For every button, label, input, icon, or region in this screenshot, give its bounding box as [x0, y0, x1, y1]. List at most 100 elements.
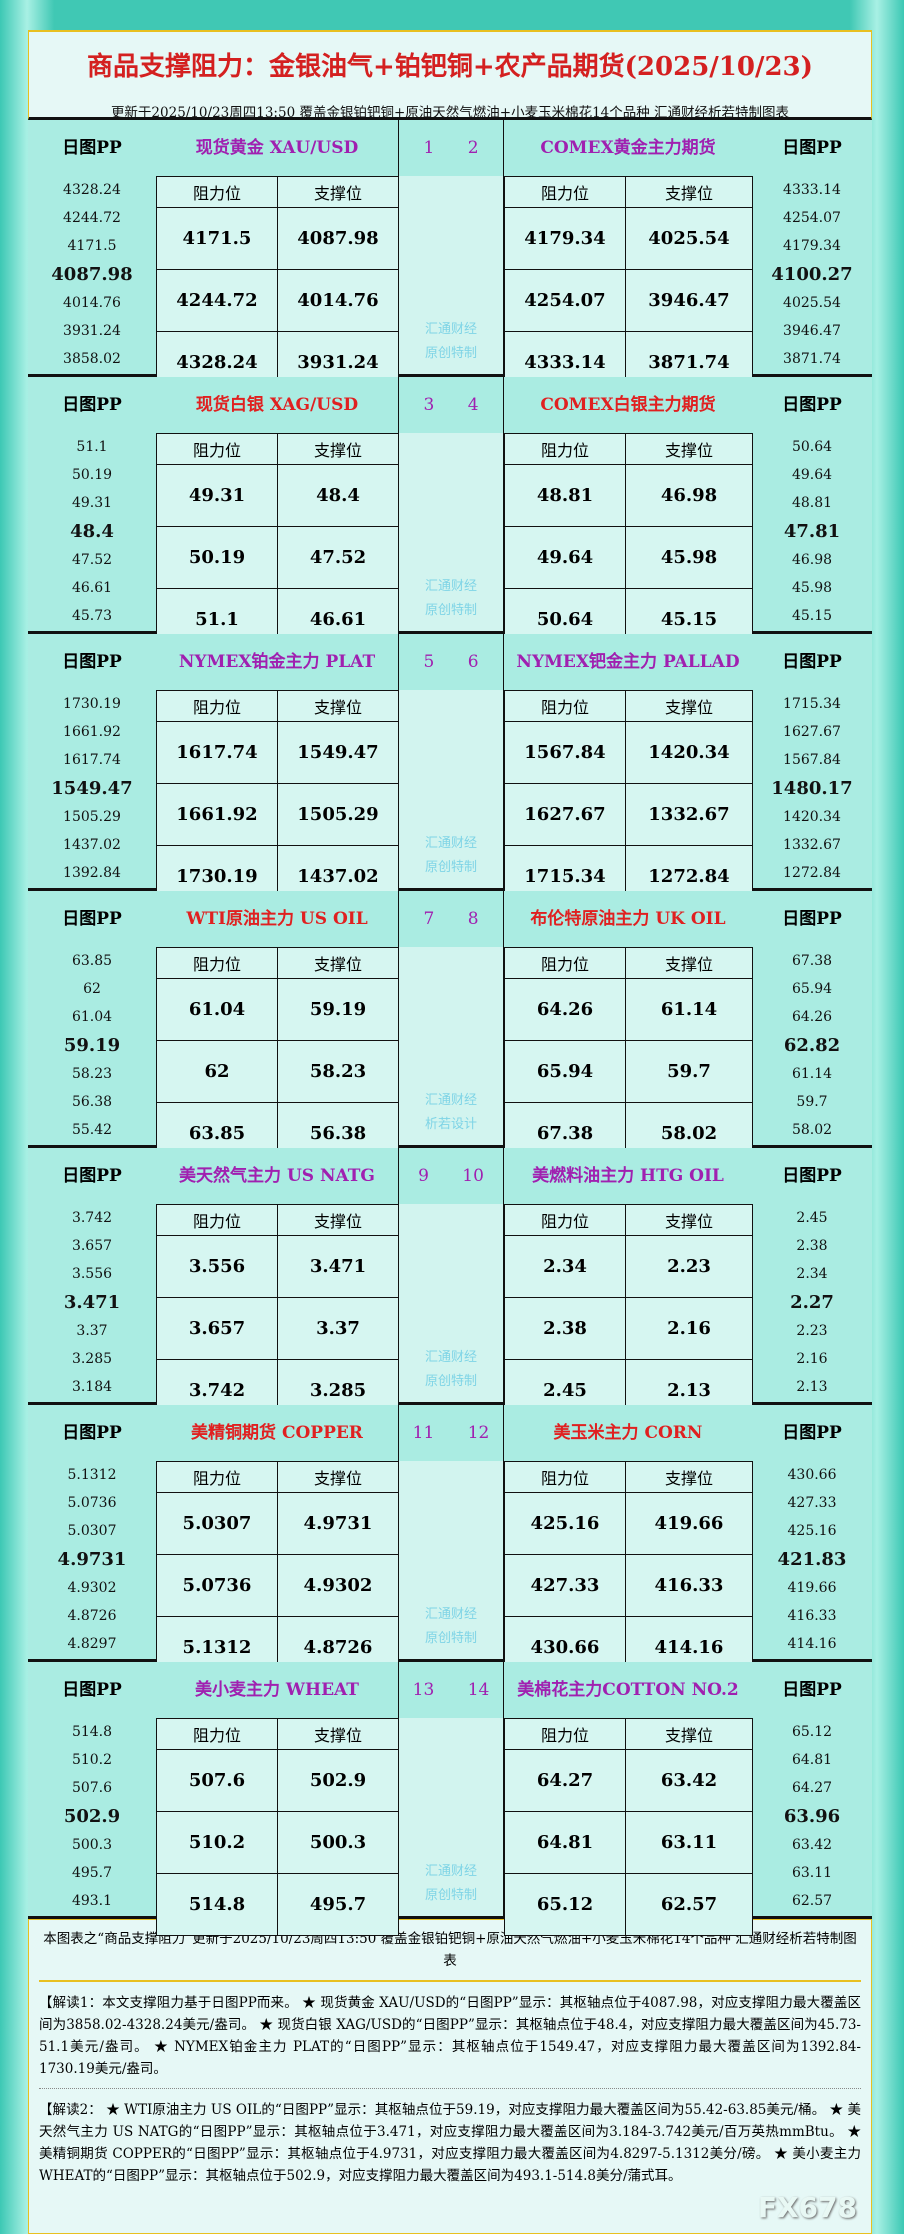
center-column: 汇通财经 析若设计 [398, 947, 504, 1145]
resistance-value: 514.8 [156, 1873, 278, 1936]
pp-level: 61.04 [71, 1009, 113, 1026]
instrument-title-left: 现货黄金 XAU/USD [195, 138, 359, 158]
resistance-header: 阻力位 [156, 947, 278, 979]
resistance-value: 64.27 [504, 1749, 626, 1812]
pp-values-right: 67.38 65.94 64.26 62.82 61.14 59.7 58.02 [752, 947, 872, 1144]
page-subtitle: 更新于2025/10/23周四13:50 覆盖金银铂钯铜+原油天然气燃油+小麦玉… [110, 105, 790, 121]
instrument-title-right: 美燃料油主力 HTG OIL [532, 1166, 724, 1186]
pp-level: 4025.54 [783, 294, 841, 311]
pivot-point: 4.9731 [57, 1548, 127, 1570]
pp-label-left: 日图PP [62, 1166, 122, 1186]
table-header: 阻力位 支撑位 [156, 1461, 399, 1493]
pp-level: 45.98 [791, 579, 833, 596]
support-value: 59.7 [625, 1040, 753, 1103]
pp-level: 427.33 [787, 1495, 837, 1512]
support-value: 1420.34 [625, 721, 753, 784]
levels-table-right: 阻力位 支撑位 64.27 63.42 64.81 63.11 65.12 62.57 [504, 1718, 753, 1936]
instrument-title-left: 美天然气主力 US NATG [179, 1166, 375, 1186]
watermark: 汇通财经 析若设计 [399, 1089, 503, 1137]
resistance-value: 48.81 [504, 464, 626, 527]
table-row: 2.38 2.16 [504, 1297, 753, 1360]
support-value: 48.4 [277, 464, 399, 527]
pp-values-right: 4333.14 4254.07 4179.34 4100.27 4025.54 3946.… [752, 176, 872, 373]
pp-level: 5.1312 [67, 1467, 117, 1483]
pp-level: 3.556 [71, 1266, 113, 1283]
pp-label-right: 日图PP [782, 395, 842, 415]
pp-level: 4333.14 [783, 182, 841, 198]
levels-table-right: 阻力位 支撑位 48.81 46.98 49.64 45.98 50.64 45.15 [504, 433, 753, 651]
pp-level: 510.2 [71, 1752, 113, 1769]
support-value: 2.23 [625, 1235, 753, 1298]
instrument-title-right: COMEX白银主力期货 [540, 395, 716, 415]
pp-level: 493.1 [71, 1893, 113, 1910]
watermark: 汇通财经 原创特制 [399, 1603, 503, 1651]
pp-level: 416.33 [787, 1607, 837, 1624]
levels-table-left: 阻力位 支撑位 61.04 59.19 62 58.23 63.85 56.38 [156, 947, 399, 1165]
resistance-value: 61.04 [156, 978, 278, 1041]
section-4: 日图PP WTI原油主力 US OIL 7 8 布伦特原油主力 UK OIL 日图PP 6… [28, 891, 872, 1165]
support-value: 62.57 [625, 1873, 753, 1936]
pp-level: 495.7 [71, 1864, 113, 1881]
watermark-line: 汇通财经 [424, 1093, 477, 1108]
support-value: 4.9731 [277, 1492, 399, 1555]
support-value: 61.14 [625, 978, 753, 1041]
section-numbers: 1 2 [398, 120, 504, 176]
resistance-value: 49.64 [504, 526, 626, 589]
table-header: 阻力位 支撑位 [504, 947, 753, 979]
watermark-line: 汇通财经 [424, 1864, 477, 1879]
resistance-value: 49.31 [156, 464, 278, 527]
support-header: 支撑位 [625, 1718, 753, 1750]
resistance-value: 1617.74 [156, 721, 278, 784]
table-row: 62 58.23 [156, 1040, 399, 1103]
support-value: 502.9 [277, 1749, 399, 1812]
section-numbers: 13 14 [398, 1662, 504, 1718]
support-value: 59.19 [277, 978, 399, 1041]
watermark-line: 原创特制 [424, 1631, 477, 1646]
pp-level: 1661.92 [63, 724, 121, 741]
section-7: 日图PP 美小麦主力 WHEAT 13 14 美棉花主力COTTON NO.2 日图PP… [28, 1662, 872, 1936]
table-row: 48.81 46.98 [504, 464, 753, 527]
support-value: 63.11 [625, 1811, 753, 1874]
pp-label-right: 日图PP [782, 909, 842, 929]
pp-level: 1437.02 [63, 836, 121, 853]
pp-level: 55.42 [71, 1122, 113, 1139]
pivot-point: 1549.47 [51, 777, 133, 799]
pp-level: 62 [83, 981, 101, 998]
section-numbers: 11 12 [398, 1405, 504, 1461]
pp-level: 1567.84 [783, 752, 841, 769]
levels-table-right: 阻力位 支撑位 64.26 61.14 65.94 59.7 67.38 58.02 [504, 947, 753, 1165]
table-row: 50.19 47.52 [156, 526, 399, 589]
pp-level: 64.27 [791, 1780, 833, 1797]
resistance-value: 510.2 [156, 1811, 278, 1874]
pivot-point: 421.83 [777, 1548, 847, 1570]
pp-level: 3.742 [71, 1210, 113, 1226]
pp-level: 3931.24 [63, 322, 121, 339]
watermark: 汇通财经 原创特制 [399, 1860, 503, 1908]
support-value: 4.9302 [277, 1554, 399, 1617]
support-value: 47.52 [277, 526, 399, 589]
support-value: 4025.54 [625, 207, 753, 270]
resistance-header: 阻力位 [504, 1718, 626, 1750]
pp-level: 65.94 [791, 981, 833, 998]
instrument-title-left: 现货白银 XAG/USD [195, 395, 359, 415]
table-header: 阻力位 支撑位 [156, 176, 399, 208]
pp-level: 2.38 [796, 1238, 828, 1255]
section-numbers: 5 6 [398, 634, 504, 690]
watermark-line: 汇通财经 [424, 1350, 477, 1365]
instrument-title-right: 美玉米主力 CORN [553, 1423, 703, 1443]
support-header: 支撑位 [277, 1204, 399, 1236]
table-header: 阻力位 支撑位 [156, 690, 399, 722]
support-value: 495.7 [277, 1873, 399, 1936]
support-header: 支撑位 [625, 433, 753, 465]
pp-level: 3858.02 [63, 351, 121, 368]
pp-level: 1617.74 [63, 752, 121, 769]
pp-level: 58.23 [71, 1065, 113, 1082]
resistance-value: 62 [156, 1040, 278, 1103]
pp-level: 45.73 [71, 608, 113, 625]
center-column: 汇通财经 原创特制 [398, 1461, 504, 1659]
center-column: 汇通财经 原创特制 [398, 1204, 504, 1402]
resistance-header: 阻力位 [504, 176, 626, 208]
pp-label-right: 日图PP [782, 1680, 842, 1700]
pp-values-right: 430.66 427.33 425.16 421.83 419.66 416.33 414.… [752, 1461, 872, 1658]
instrument-title-right: 布伦特原油主力 UK OIL [530, 909, 726, 929]
